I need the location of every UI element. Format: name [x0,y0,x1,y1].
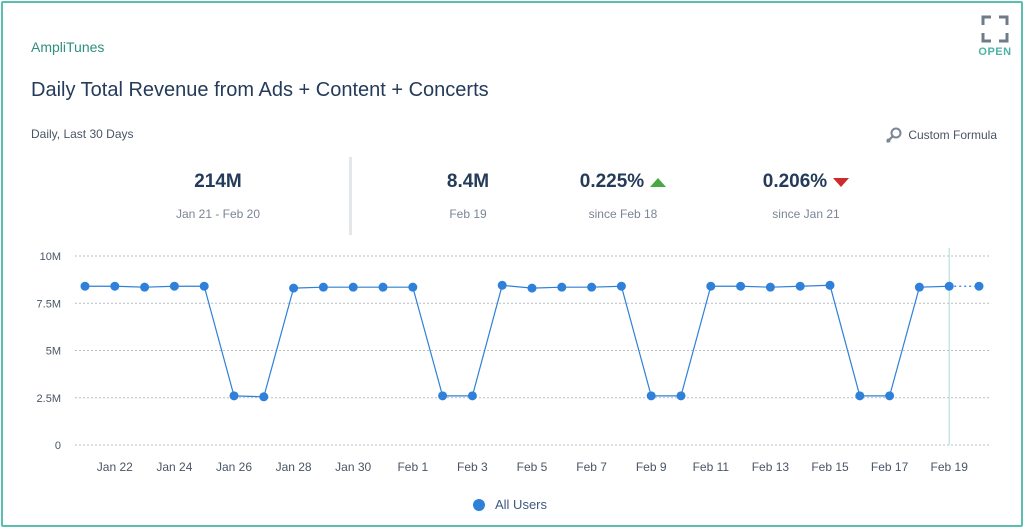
x-tick-label: Feb 7 [576,460,607,474]
data-point [557,282,567,292]
data-point [199,281,209,291]
y-tick-label: 10M [40,251,61,263]
data-point [736,281,746,291]
kpi-day-change-value: 0.225% [579,171,645,192]
x-tick-label: Feb 15 [811,460,849,474]
kpi-total-value: 214M [194,171,242,192]
data-point [587,282,597,292]
data-point [110,281,120,291]
kpi-latest: 8.4M Feb 19 [413,171,523,221]
expand-icon [981,15,1009,43]
x-tick-label: Feb 17 [871,460,909,474]
kpi-total-label: Jan 21 - Feb 20 [175,207,261,221]
kpi-latest-label: Feb 19 [449,207,487,221]
chart-title: Daily Total Revenue from Ads + Content +… [31,79,489,101]
data-point [825,280,835,290]
open-label: OPEN [978,46,1012,58]
date-range-label: Daily, Last 30 Days [31,127,134,141]
data-point [229,391,239,401]
kpi-day-change-label: since Feb 18 [588,207,658,221]
open-button[interactable]: OPEN [977,15,1013,58]
kpi-month-change-value: 0.206% [762,171,828,192]
kpi-latest-value: 8.4M [446,171,490,192]
x-tick-label: Jan 24 [156,460,192,474]
line-chart: 0 2.5M 5M 7.5M 10M Jan 22 Jan 24 Jan 26 Jan 28 Ja… [37,248,989,474]
data-point [438,391,448,401]
custom-formula-label: Custom Formula [908,128,997,142]
series-line [85,284,950,398]
up-arrow-icon [650,177,667,187]
data-point [169,281,179,291]
y-tick-label: 5M [46,346,61,358]
kpi-divider [349,157,352,235]
x-tick-label: Feb 9 [636,460,667,474]
legend-item-all-users[interactable]: All Users [473,497,547,512]
y-tick-label: 2.5M [37,393,61,405]
data-point [289,283,299,293]
y-tick-label: 7.5M [37,298,61,310]
data-point [765,282,775,292]
data-point [140,282,150,292]
custom-formula-button[interactable]: Custom Formula [885,126,997,144]
x-tick-label: Feb 19 [931,460,969,474]
data-point [944,281,954,291]
data-point [527,283,537,293]
x-tick-label: Jan 28 [276,460,312,474]
data-point [497,280,507,290]
kpi-month-change: 0.206% since Jan 21 [731,171,881,221]
data-point [616,281,626,291]
x-tick-label: Feb 5 [517,460,548,474]
data-point [318,282,328,292]
x-tick-label: Feb 1 [397,460,428,474]
data-point [914,282,924,292]
x-tick-label: Feb 11 [693,460,730,474]
x-tick-label: Jan 22 [97,460,133,474]
data-point [80,281,90,291]
x-tick-label: Jan 26 [216,460,252,474]
x-tick-label: Feb 13 [752,460,790,474]
x-tick-label: Feb 3 [457,460,488,474]
data-point [795,281,805,291]
data-point [676,391,686,401]
x-tick-label: Jan 30 [335,460,371,474]
kpi-day-change: 0.225% since Feb 18 [548,171,698,221]
data-point [378,282,388,292]
data-point [885,391,895,401]
data-point [855,391,865,401]
data-point [706,281,716,291]
kpi-month-change-label: since Jan 21 [772,207,840,221]
kpi-total: 214M Jan 21 - Feb 20 [143,171,293,221]
data-point [408,282,418,292]
app-name: AmpliTunes [31,39,105,55]
data-point [259,392,269,402]
data-point [348,282,358,292]
data-point [646,391,656,401]
legend-dot [473,498,485,511]
data-point [974,281,984,291]
down-arrow-icon [833,177,850,187]
formula-icon [886,127,902,143]
data-point [467,391,477,401]
legend-label: All Users [495,497,548,512]
y-tick-label: 0 [55,440,61,452]
